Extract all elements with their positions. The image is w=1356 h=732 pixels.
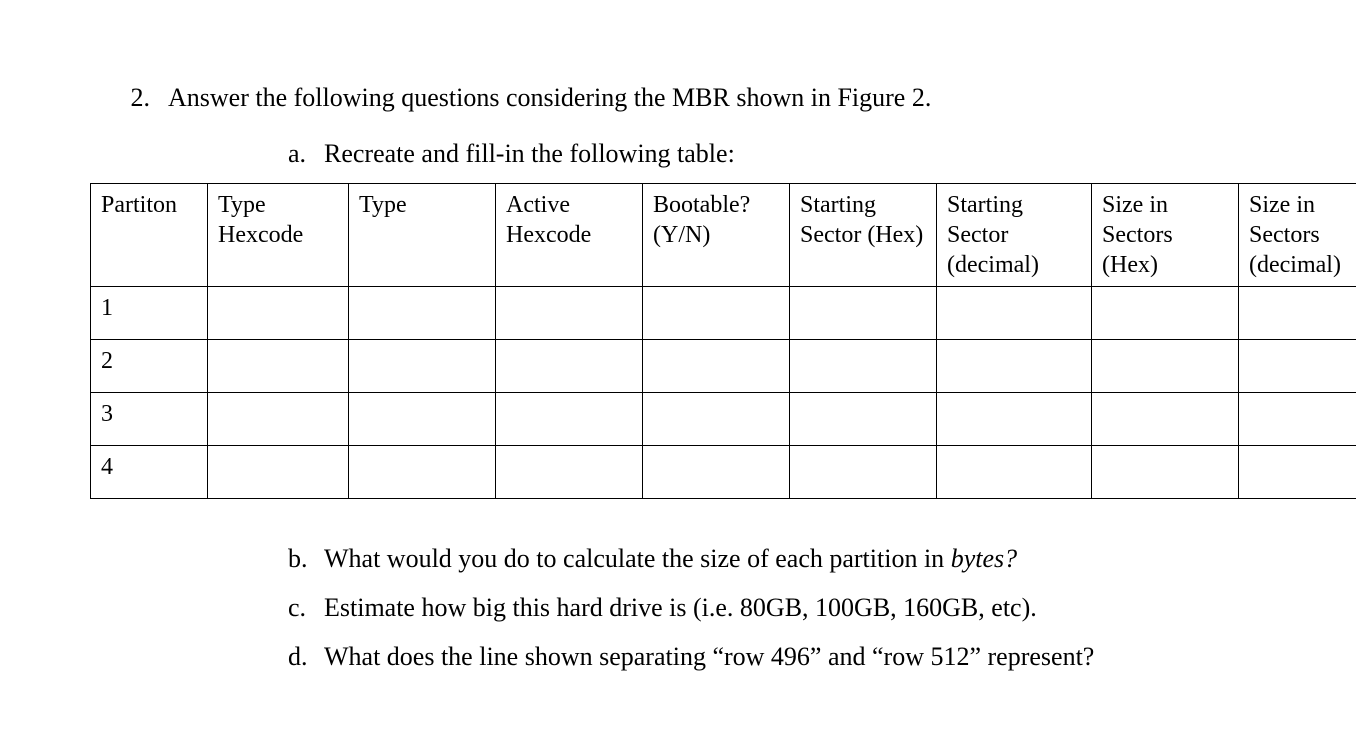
sub-b-before: What would you do to calculate the size …: [324, 544, 951, 573]
table-header-cell: Active Hexcode: [496, 184, 643, 287]
table-row: 4: [91, 446, 1356, 499]
table-cell: [496, 287, 643, 340]
table-cell: [496, 446, 643, 499]
page: 2. Answer the following questions consid…: [0, 0, 1356, 726]
sub-text-d: What does the line shown separating “row…: [324, 637, 1266, 676]
table-cell: [790, 446, 937, 499]
sub-item-a: a. Recreate and fill-in the following ta…: [288, 134, 1266, 173]
sub-b-italic: bytes?: [951, 544, 1017, 573]
table-header-cell: Size in Sectors (decimal): [1239, 184, 1356, 287]
sub-letter-b: b.: [288, 539, 324, 578]
table-header-cell: Partiton: [91, 184, 208, 287]
table-cell: [1239, 340, 1356, 393]
table-cell: [1239, 446, 1356, 499]
sub-item-b: b. What would you do to calculate the si…: [288, 539, 1266, 578]
table-cell: [937, 393, 1092, 446]
table-cell: [937, 287, 1092, 340]
question-text: Answer the following questions consideri…: [168, 80, 931, 116]
table-cell: [349, 446, 496, 499]
table-cell: [349, 340, 496, 393]
table-cell: [208, 287, 349, 340]
table-cell: [937, 340, 1092, 393]
table-cell: [1092, 446, 1239, 499]
table-header-row: PartitonType HexcodeTypeActive HexcodeBo…: [91, 184, 1356, 287]
sub-text-a: Recreate and fill-in the following table…: [324, 134, 1266, 173]
table-header-cell: Starting Sector (Hex): [790, 184, 937, 287]
table-row: 3: [91, 393, 1356, 446]
table-header-cell: Size in Sectors (Hex): [1092, 184, 1239, 287]
table-header-cell: Starting Sector (decimal): [937, 184, 1092, 287]
table-cell: [643, 340, 790, 393]
sub-list-top: a. Recreate and fill-in the following ta…: [288, 134, 1266, 173]
sub-letter-d: d.: [288, 637, 324, 676]
table-row: 1: [91, 287, 1356, 340]
table-cell: [1239, 287, 1356, 340]
table-cell: [349, 393, 496, 446]
sub-item-c: c. Estimate how big this hard drive is (…: [288, 588, 1266, 627]
table-cell: [1239, 393, 1356, 446]
table-cell: [208, 393, 349, 446]
table-cell: [1092, 340, 1239, 393]
table-cell: 2: [91, 340, 208, 393]
table-cell: 1: [91, 287, 208, 340]
table-header-cell: Type Hexcode: [208, 184, 349, 287]
table-cell: [643, 287, 790, 340]
table-cell: [643, 446, 790, 499]
sub-letter-c: c.: [288, 588, 324, 627]
table-cell: [496, 393, 643, 446]
table-cell: [208, 340, 349, 393]
table-cell: [208, 446, 349, 499]
sub-letter-a: a.: [288, 134, 324, 173]
table-cell: 4: [91, 446, 208, 499]
sub-item-d: d. What does the line shown separating “…: [288, 637, 1266, 676]
table-cell: [1092, 287, 1239, 340]
sub-text-b: What would you do to calculate the size …: [324, 539, 1266, 578]
table-cell: [937, 446, 1092, 499]
question-item: 2. Answer the following questions consid…: [90, 80, 1266, 116]
table-body: 1234: [91, 287, 1356, 499]
question-number: 2.: [90, 80, 168, 116]
table-cell: [790, 287, 937, 340]
table-cell: 3: [91, 393, 208, 446]
table-cell: [790, 393, 937, 446]
table-cell: [643, 393, 790, 446]
table-cell: [1092, 393, 1239, 446]
table-header-cell: Type: [349, 184, 496, 287]
sub-list-bottom: b. What would you do to calculate the si…: [288, 539, 1266, 676]
table-row: 2: [91, 340, 1356, 393]
table-cell: [790, 340, 937, 393]
sub-text-c: Estimate how big this hard drive is (i.e…: [324, 588, 1266, 627]
table-cell: [349, 287, 496, 340]
partition-table: PartitonType HexcodeTypeActive HexcodeBo…: [90, 183, 1356, 499]
table-header-cell: Bootable? (Y/N): [643, 184, 790, 287]
table-cell: [496, 340, 643, 393]
